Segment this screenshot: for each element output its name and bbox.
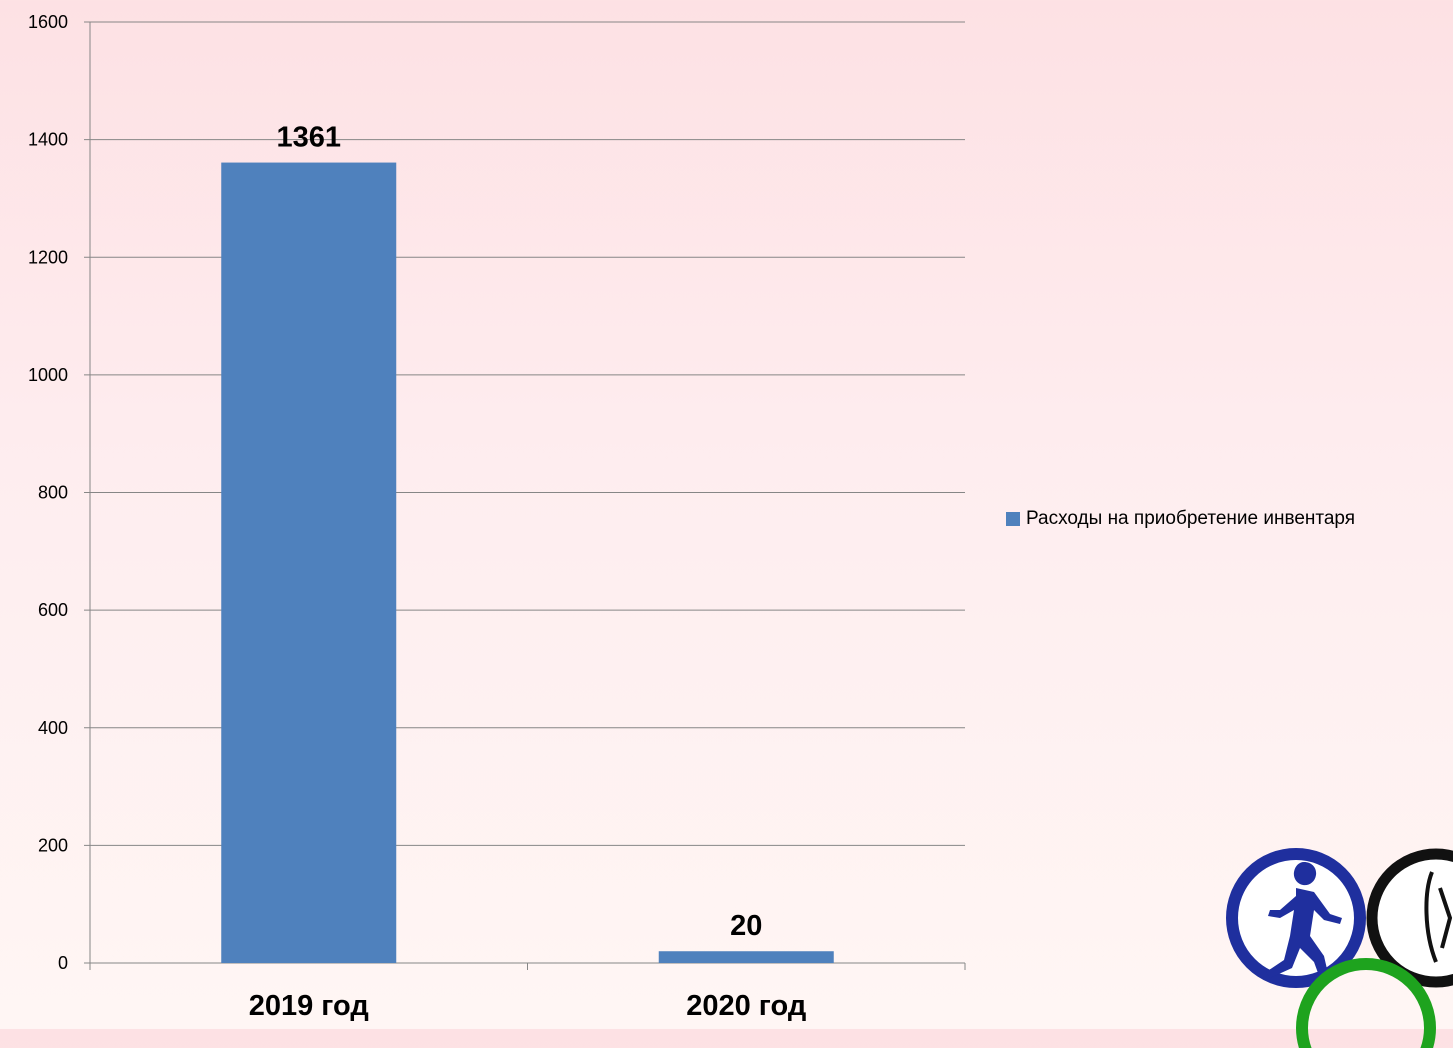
legend: Расходы на приобретение инвентаря bbox=[1006, 508, 1355, 530]
skier-silhouette-icon bbox=[1424, 871, 1453, 963]
bar bbox=[221, 162, 397, 963]
green-ring-icon bbox=[1296, 958, 1436, 1048]
axes bbox=[84, 21, 966, 970]
y-tick-label: 200 bbox=[38, 835, 68, 855]
y-tick-label: 0 bbox=[58, 953, 68, 973]
y-tick-label: 600 bbox=[38, 600, 68, 620]
legend-swatch bbox=[1006, 512, 1020, 526]
x-category-label: 2020 год bbox=[686, 990, 806, 1022]
data-label: 20 bbox=[730, 910, 762, 942]
y-tick-label: 400 bbox=[38, 718, 68, 738]
olympic-logo bbox=[1226, 848, 1453, 1048]
y-tick-label: 1000 bbox=[28, 365, 68, 385]
y-tick-label: 1400 bbox=[28, 130, 68, 150]
runner-silhouette-icon bbox=[1266, 862, 1342, 984]
y-tick-label: 800 bbox=[38, 483, 68, 503]
bars bbox=[221, 162, 834, 963]
data-label: 1361 bbox=[276, 122, 341, 154]
x-category-label: 2019 год bbox=[249, 990, 369, 1022]
y-tick-label: 1200 bbox=[28, 247, 68, 267]
legend-label: Расходы на приобретение инвентаря bbox=[1026, 508, 1356, 529]
y-tick-label: 1600 bbox=[28, 12, 68, 32]
labels: 0 200 400 600 800 1000 1200 1400 1600 1361 2019 го… bbox=[28, 12, 806, 1022]
bar bbox=[658, 951, 834, 963]
